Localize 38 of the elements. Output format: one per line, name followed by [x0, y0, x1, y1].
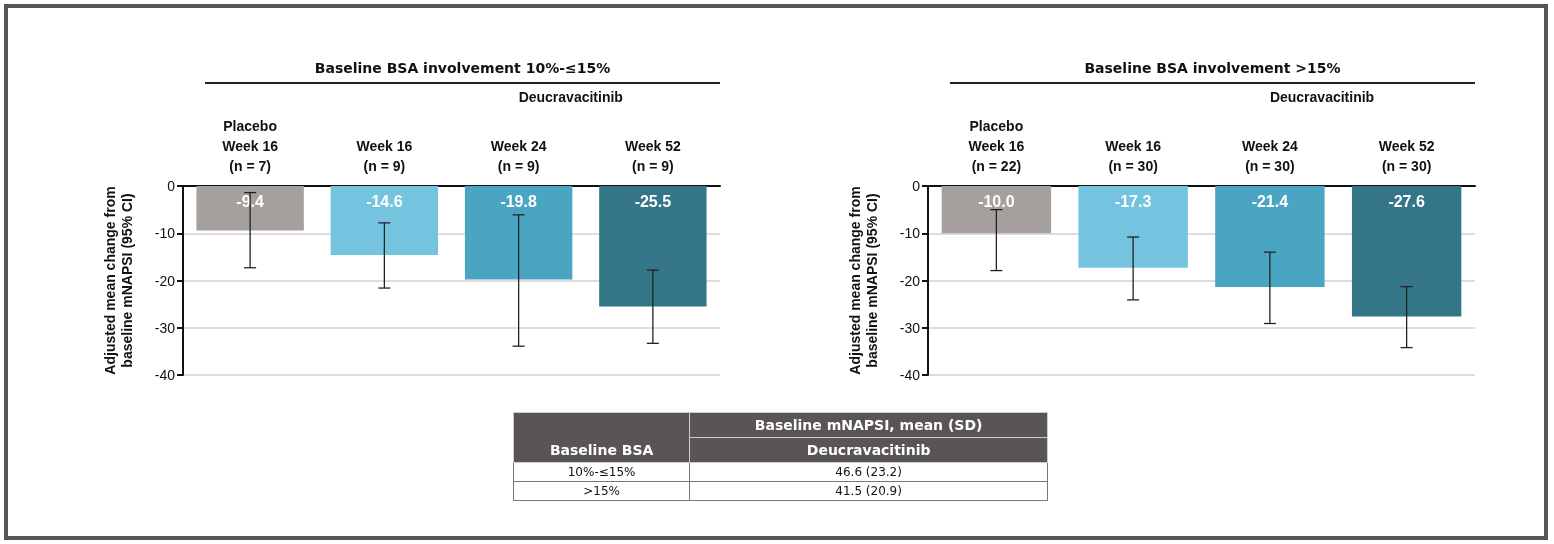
x-tick-label: Week 24 (n = 9) [490, 138, 547, 174]
x-tick-label: Placebo Week 16 (n = 22) [968, 118, 1025, 174]
y-tick-label: -20 [154, 272, 176, 289]
text: 46.6 (23.2) [689, 462, 1048, 482]
x-tick-label: Week 24 (n = 30) [1241, 138, 1298, 174]
y-tick-label: 0 [167, 178, 176, 194]
data-label: -10.0 [978, 192, 1015, 210]
x-tick-label: Week 52 (n = 30) [1378, 138, 1435, 174]
text: Baseline mNAPSI, mean (SD) [689, 412, 1048, 438]
chart-subtitle: Deucravacitinib [518, 89, 623, 105]
x-tick-label: Placebo Week 16 (n = 7) [222, 118, 279, 174]
y-tick-label: 0 [912, 178, 921, 194]
y-tick-label: -40 [899, 367, 921, 383]
text: 41.5 (20.9) [689, 481, 1048, 501]
data-label: -17.3 [1114, 192, 1152, 210]
y-tick-label: -10 [899, 225, 921, 242]
text: Baseline BSA [513, 412, 690, 463]
data-label: -19.8 [500, 192, 537, 210]
y-tick-label: -30 [899, 319, 921, 336]
x-tick-label: Week 52 (n = 9) [624, 138, 681, 174]
y-tick-label: -40 [154, 367, 176, 383]
chart-subtitle: Deucravacitinib [1269, 89, 1375, 105]
y-tick-label: -30 [154, 319, 176, 336]
data-label: -21.4 [1251, 192, 1289, 210]
y-axis-title: Adjusted mean change from baseline mNAPSI (95% CI) [101, 186, 135, 375]
text: 10%-≤15% [513, 462, 690, 482]
x-tick-label: Week 16 (n = 30) [1105, 138, 1162, 174]
chart-title: Baseline BSA involvement >15% [950, 60, 1475, 84]
y-tick-label: -20 [899, 272, 921, 289]
data-label: -25.5 [634, 192, 672, 210]
text: >15% [513, 481, 690, 501]
data-label: -14.6 [366, 192, 403, 210]
data-label: -27.6 [1388, 192, 1425, 210]
y-axis-title: Adjusted mean change from baseline mNAPSI (95% CI) [846, 186, 880, 375]
chart-title: Baseline BSA involvement 10%-≤15% [205, 60, 720, 84]
text: Deucravacitinib [689, 437, 1048, 463]
y-tick-label: -10 [154, 225, 176, 242]
x-tick-label: Week 16 (n = 9) [356, 138, 413, 174]
